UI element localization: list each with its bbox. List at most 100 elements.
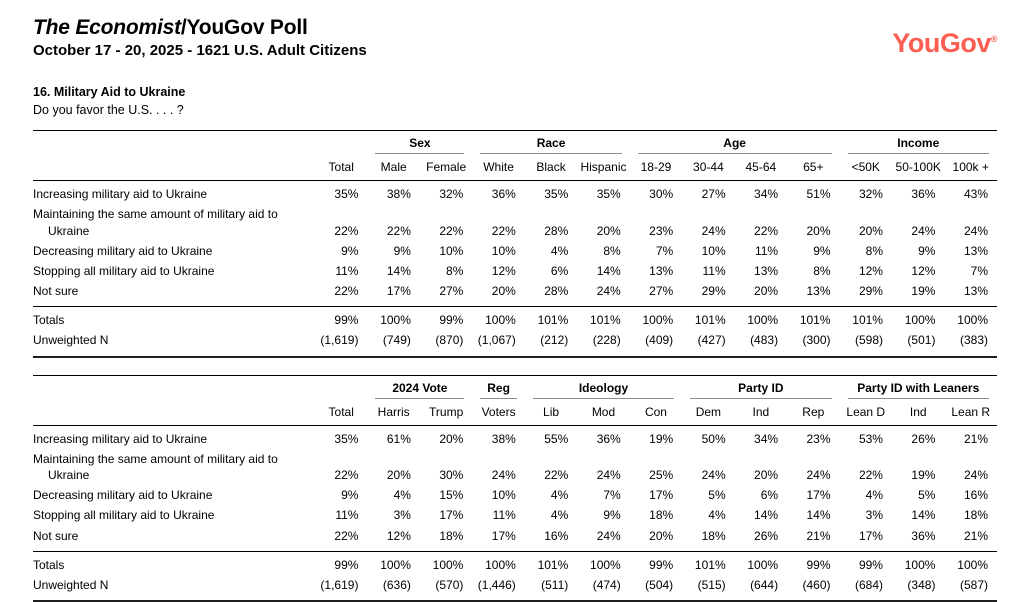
cell-value: 18% [439, 528, 464, 543]
row-label: Increasing military aid to Ukraine [33, 187, 208, 202]
cell-value: 4% [393, 488, 411, 503]
cell-value: 14% [596, 263, 621, 278]
cell-value: 101% [839, 306, 892, 331]
group-spacer [315, 375, 367, 399]
column-header: White [472, 154, 525, 182]
cell-value: 8% [446, 263, 464, 278]
table-row: Stopping all military aid to Ukraine 11% 1… [33, 261, 997, 281]
column-header: Harris [367, 398, 420, 426]
cell-value: 24% [596, 284, 621, 299]
cell-value: 12% [386, 528, 411, 543]
totals-row: Unweighted N (1,619) (636) (570) (1,446) (511… [33, 575, 997, 601]
page-title-economist: The Economist [33, 16, 181, 39]
cell-value: 35% [334, 187, 359, 202]
cell-value: 35% [596, 187, 621, 202]
cell-value: (1,067) [477, 333, 516, 348]
cell-value: 11% [335, 508, 359, 523]
cell-value: 35% [544, 187, 569, 202]
cell-value: 36% [491, 187, 516, 202]
cell-value: 101% [577, 306, 630, 331]
group-header: Ideology [525, 375, 682, 399]
column-header: Ind [891, 398, 945, 426]
group-header: Sex [367, 131, 472, 155]
cell-value: 100% [734, 306, 788, 331]
cell-value: (587) [959, 577, 988, 592]
cell-value: 27% [649, 284, 674, 299]
totals-row: Totals 99% 100% 99% 100% 101% 101% 100% 101% 100%… [33, 306, 997, 331]
cell-value: (409) [645, 333, 674, 348]
corner-cell [33, 154, 315, 182]
cell-value: 14% [754, 508, 779, 523]
cell-value: 13% [963, 243, 988, 258]
cell-value: 101% [682, 550, 735, 575]
cell-value: 100% [629, 306, 683, 331]
cell-value: 5% [918, 488, 936, 503]
totals-row: Totals 99% 100% 100% 100% 101% 100% 99% 101% 100%… [33, 550, 997, 575]
cell-value: 25% [649, 468, 674, 483]
cell-value: 13% [963, 284, 988, 299]
cell-value: (870) [435, 333, 464, 348]
cell-value: 22% [334, 284, 359, 299]
row-label: Unweighted N [33, 577, 109, 592]
cell-value: 99% [629, 550, 683, 575]
group-header-label: 2024 Vote [375, 379, 465, 399]
row-label: Totals [33, 306, 315, 331]
cell-value: 4% [865, 488, 883, 503]
masthead-titles: The Economist/YouGov Poll October 17 - 2… [33, 16, 367, 59]
cell-value: 50% [701, 431, 726, 446]
question-prompt: Do you favor the U.S. . . . ? [33, 103, 184, 118]
cell-value: 27% [439, 284, 464, 299]
group-header-label: Income [847, 134, 989, 155]
totals-section: Totals 99% 100% 100% 100% 101% 100% 99% 101% 100%… [33, 550, 997, 601]
cell-value: 101% [682, 306, 735, 331]
column-header: Total [315, 154, 368, 182]
cell-value: 11% [702, 263, 726, 278]
cell-value: 15% [439, 488, 464, 503]
cell-value: 10% [491, 243, 516, 258]
cell-value: 38% [491, 431, 516, 446]
column-header: Voters [472, 398, 525, 426]
cell-value: (749) [382, 333, 411, 348]
cell-value: 23% [806, 431, 831, 446]
cell-value: 12% [858, 263, 883, 278]
cell-value: 22% [439, 223, 464, 238]
cell-value: 100% [944, 550, 997, 575]
column-header: 100k + [944, 154, 997, 182]
cell-value: (598) [854, 333, 883, 348]
cell-value: 32% [439, 187, 464, 202]
cell-value: 9% [813, 243, 831, 258]
yougov-logo: YouGov® [892, 28, 997, 59]
page-title: The Economist/YouGov Poll [33, 16, 367, 40]
cell-value: 36% [911, 528, 936, 543]
cell-value: 43% [963, 187, 988, 202]
cell-value: (684) [854, 577, 883, 592]
cell-value: 20% [754, 284, 779, 299]
cell-value: 21% [806, 528, 831, 543]
cell-value: 24% [596, 528, 621, 543]
cell-value: 6% [760, 488, 779, 503]
cell-value: 14% [911, 508, 936, 523]
corner-cell [33, 398, 315, 426]
cell-value: (636) [382, 577, 411, 592]
cell-value: 10% [491, 488, 516, 503]
row-label: Decreasing military aid to Ukraine [33, 243, 213, 258]
cell-value: 24% [701, 223, 726, 238]
cell-value: 100% [419, 550, 473, 575]
cell-value: 9% [918, 243, 936, 258]
row-label: Stopping all military aid to Ukraine [33, 508, 215, 523]
cell-value: 100% [472, 550, 525, 575]
registered-mark-icon: ® [990, 34, 998, 44]
cell-value: 8% [603, 243, 621, 258]
corner-cell [33, 375, 315, 399]
cell-value: (511) [541, 577, 569, 592]
cell-value: 3% [393, 508, 411, 523]
cell-value: 99% [315, 550, 368, 575]
cell-value: 53% [858, 431, 883, 446]
cell-value: 22% [544, 468, 569, 483]
cell-value: 24% [701, 468, 726, 483]
cell-value: 34% [754, 187, 779, 202]
cell-value: 22% [334, 468, 359, 483]
cell-value: 9% [603, 508, 621, 523]
column-header: 50-100K [891, 154, 945, 182]
